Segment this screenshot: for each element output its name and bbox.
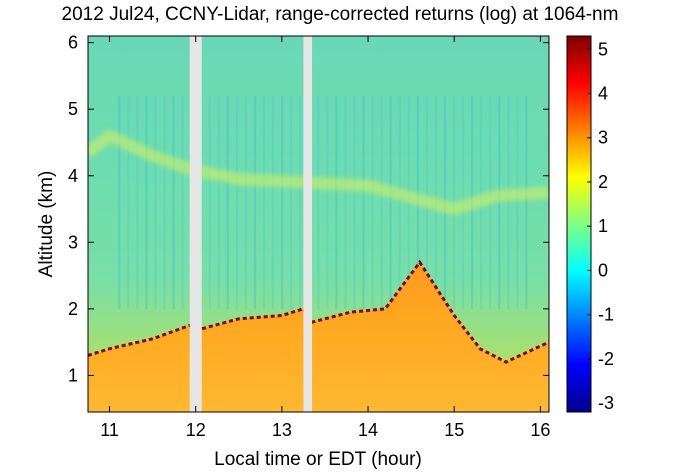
data-gap-2 (303, 36, 313, 412)
data-gap-1 (189, 36, 202, 412)
streak (326, 95, 329, 309)
x-tick-label: 11 (100, 420, 119, 440)
streak (380, 95, 383, 309)
streak (516, 95, 519, 309)
colorbar-tick-label: 0 (598, 260, 608, 280)
y-tick-label: 1 (68, 365, 78, 385)
streak (281, 95, 284, 309)
streak (253, 95, 257, 309)
colorbar-tick-label: 1 (598, 216, 608, 236)
x-tick-label: 13 (272, 420, 292, 440)
streak (389, 95, 392, 309)
streak (154, 95, 157, 309)
x-tick-label: 15 (444, 420, 464, 440)
x-tick-label: 16 (530, 420, 550, 440)
streak (398, 95, 401, 309)
colorbar-tick-label: -2 (598, 349, 614, 369)
streak (163, 95, 166, 309)
boundary-layer-area (88, 262, 549, 412)
y-tick-label: 3 (68, 232, 78, 252)
chart-title: 2012 Jul24, CCNY-Lidar, range-corrected … (62, 4, 619, 25)
x-tick-label: 12 (186, 420, 206, 440)
streak (452, 95, 456, 309)
streak (244, 95, 248, 309)
colorbar-tick-label: 3 (598, 128, 608, 148)
y-tick-label: 6 (68, 33, 78, 53)
streak (507, 95, 510, 309)
streak (226, 95, 229, 309)
streak (335, 95, 338, 309)
colorbar-tick-label: -3 (598, 393, 614, 413)
streak (290, 95, 293, 309)
streak (525, 95, 528, 309)
streak (371, 95, 374, 309)
x-tick-label: 14 (358, 420, 378, 440)
streak (145, 95, 148, 309)
streak (217, 95, 220, 309)
streak (362, 95, 365, 309)
streak (235, 95, 238, 309)
colorbar-tick-label: -1 (598, 305, 614, 325)
streak (172, 95, 175, 309)
streak (118, 95, 121, 309)
streak (208, 95, 211, 309)
streak (299, 95, 302, 309)
streak (271, 95, 275, 309)
colorbar-tick-label: 4 (598, 84, 608, 104)
streak (262, 95, 266, 309)
streak (498, 95, 501, 309)
colorbar-tick-label: 2 (598, 172, 608, 192)
streak (344, 95, 347, 309)
x-axis-label: Local time or EDT (hour) (214, 449, 422, 470)
streak (136, 95, 139, 309)
colorbar (566, 35, 592, 413)
streak (181, 95, 184, 309)
y-tick-label: 2 (68, 299, 78, 319)
streak (353, 95, 356, 309)
colorbar-tick-label: 5 (598, 39, 608, 59)
plot-frame (87, 35, 550, 413)
y-tick-label: 4 (68, 166, 78, 186)
elevated-aerosol-layer (88, 128, 549, 216)
y-tick-label: 5 (68, 99, 78, 119)
streak (127, 95, 130, 309)
streak (317, 95, 320, 309)
y-axis-label: Altitude (km) (36, 171, 57, 278)
